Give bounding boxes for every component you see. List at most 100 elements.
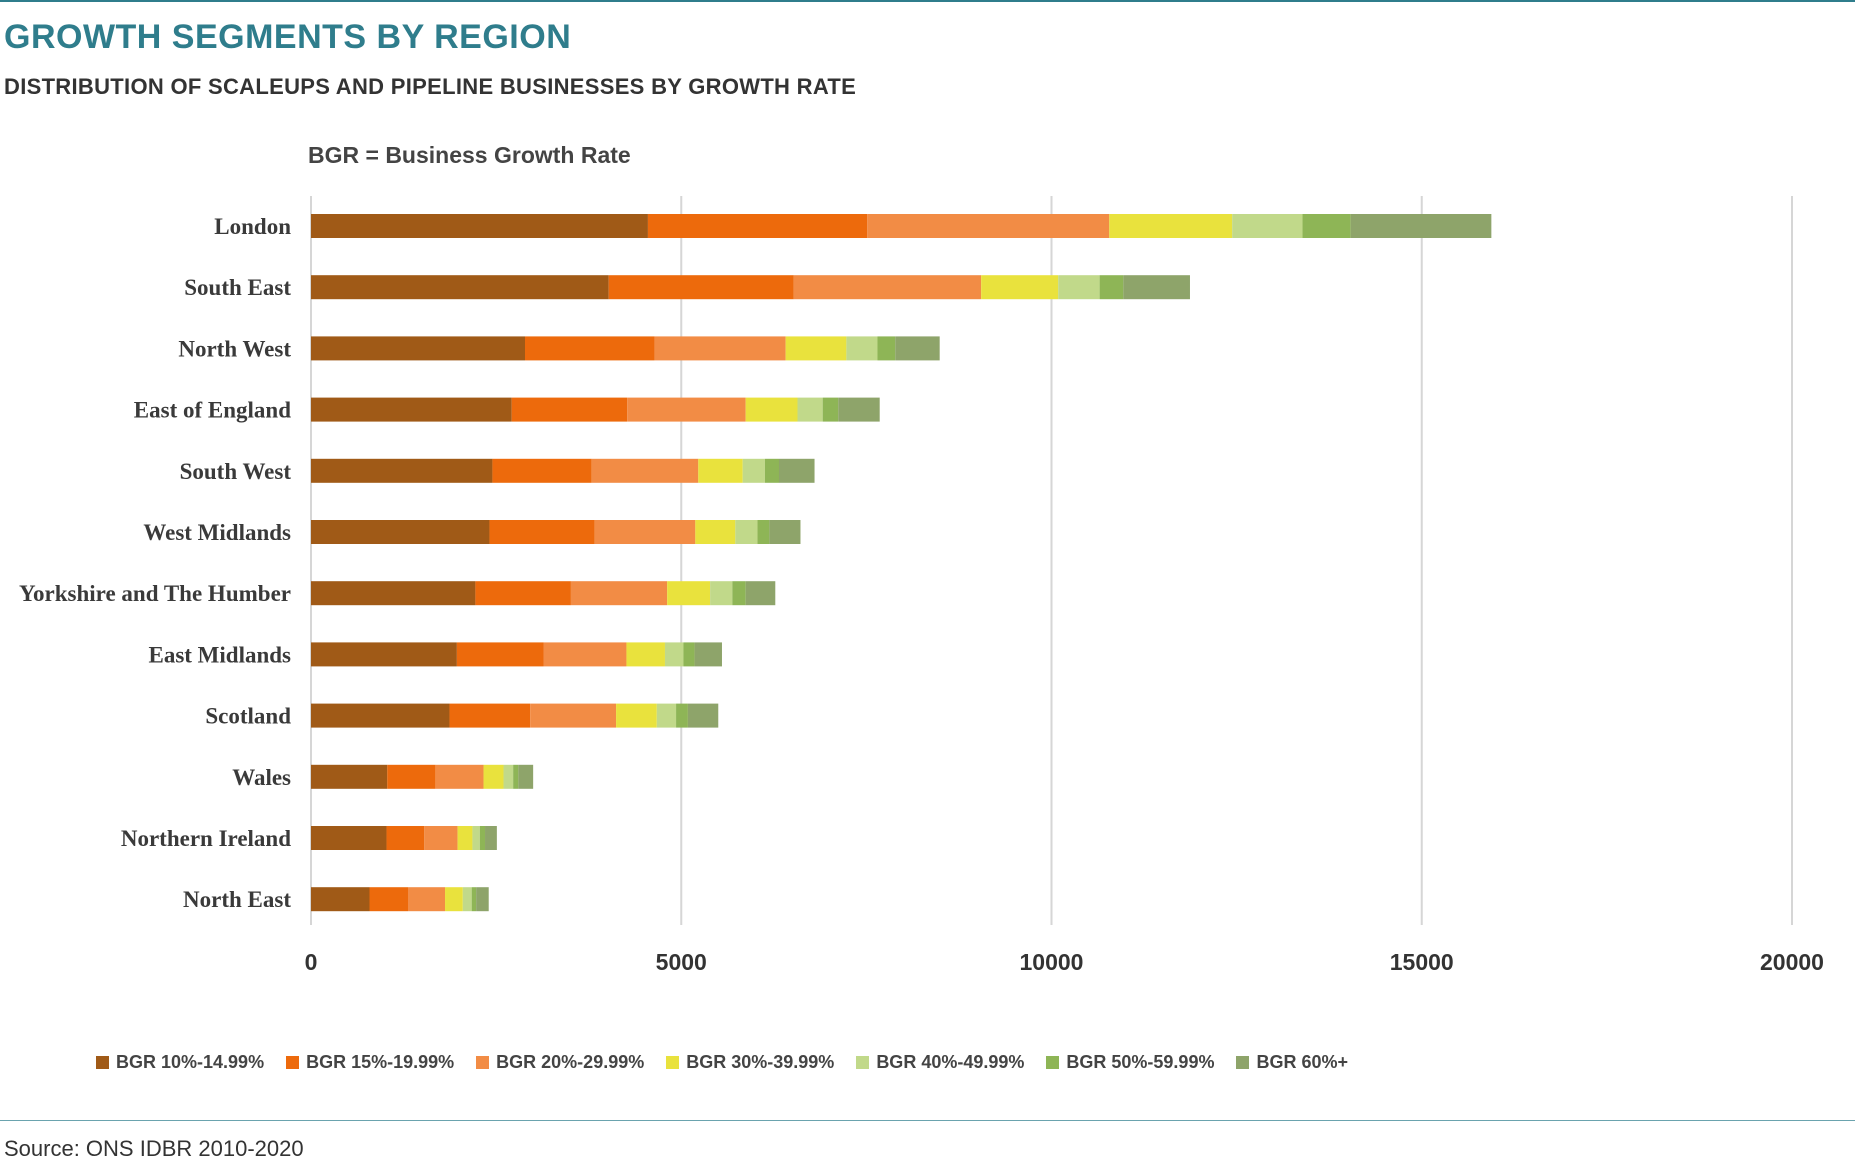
- bar-segment: [311, 764, 388, 789]
- chart-subtitle: DISTRIBUTION OF SCALEUPS AND PIPELINE BU…: [4, 74, 857, 99]
- bar-segment: [472, 826, 480, 850]
- bar-segment: [456, 642, 544, 667]
- legend-item: BGR 40%-49.99%: [856, 1052, 1024, 1073]
- bar-segment: [877, 336, 896, 361]
- x-tick-label: 10000: [1020, 949, 1084, 975]
- category-label: South West: [180, 459, 292, 484]
- legend-swatch: [1046, 1056, 1060, 1069]
- category-label: Wales: [232, 765, 291, 790]
- bar-segment: [457, 826, 473, 850]
- bar-segment: [667, 581, 711, 606]
- bar-segment: [698, 458, 743, 483]
- legend-item: BGR 10%-14.99%: [96, 1052, 264, 1073]
- legend-item: BGR 30%-39.99%: [666, 1052, 834, 1073]
- legend: BGR 10%-14.99% BGR 15%-19.99% BGR 20%-29.9…: [96, 1052, 1370, 1073]
- bar-segment: [846, 336, 878, 361]
- bar-segment: [764, 458, 779, 483]
- bar-segment: [386, 826, 425, 850]
- x-tick-label: 20000: [1760, 949, 1824, 975]
- legend-swatch: [1236, 1056, 1250, 1069]
- bar-segment: [311, 581, 476, 606]
- bar-segment: [757, 520, 770, 544]
- bar-segment: [489, 520, 595, 544]
- bar-segment: [483, 764, 504, 789]
- category-label: East Midlands: [148, 642, 291, 667]
- category-label: North West: [178, 336, 291, 361]
- category-label: Yorkshire and The Humber: [19, 581, 291, 606]
- bar-segment: [311, 826, 387, 850]
- legend-swatch: [96, 1056, 109, 1069]
- chart-note: BGR = Business Growth Rate: [308, 142, 631, 168]
- bar-segment: [867, 214, 1110, 238]
- bar-segment: [895, 336, 940, 361]
- bar-segment: [683, 642, 695, 667]
- bar-segment: [387, 764, 436, 789]
- bar-segment: [311, 642, 457, 667]
- bar-segment: [1350, 214, 1492, 238]
- chart-title: GROWTH SEGMENTS BY REGION: [4, 18, 572, 56]
- bar-segment: [543, 642, 627, 667]
- bar-segment: [479, 826, 486, 850]
- bar-segment: [311, 275, 609, 300]
- bar-segment: [785, 336, 847, 361]
- bar-segment: [475, 581, 571, 606]
- bar-segment: [311, 520, 490, 544]
- bar-segment: [1058, 275, 1100, 300]
- legend-label: BGR 20%-29.99%: [496, 1052, 645, 1072]
- bar-segment: [435, 764, 484, 789]
- bar-segment: [793, 275, 982, 300]
- bar-segment: [530, 703, 617, 728]
- legend-label: BGR 10%-14.99%: [116, 1052, 265, 1072]
- bar-segment: [485, 826, 497, 850]
- x-tick-label: 0: [305, 949, 318, 975]
- bar-segment: [647, 214, 868, 238]
- bar-segment: [626, 642, 665, 667]
- category-label: London: [214, 214, 291, 239]
- bar-segment: [445, 887, 463, 912]
- bar-segment: [695, 520, 736, 544]
- category-label: Northern Ireland: [121, 826, 291, 851]
- bar-segment: [745, 397, 798, 422]
- bar-segment: [1109, 214, 1233, 238]
- bar-segment: [471, 887, 477, 912]
- source-note: Source: ONS IDBR 2010-2020: [4, 1136, 304, 1161]
- bar-chart: 0 5000 10000 15000 20000 London South East Nort…: [19, 196, 1824, 975]
- bar-segment: [513, 764, 519, 789]
- bar-segment: [608, 275, 794, 300]
- category-label: South East: [184, 275, 291, 300]
- bar-segment: [369, 887, 409, 912]
- bar-segment: [769, 520, 801, 544]
- category-label: North East: [183, 887, 291, 912]
- bar-segment: [511, 397, 628, 422]
- legend-swatch: [476, 1056, 490, 1069]
- bar-segment: [732, 581, 746, 606]
- bar-segment: [476, 887, 489, 912]
- bar-segment: [981, 275, 1059, 300]
- bar-segment: [687, 703, 719, 728]
- legend-label: BGR 30%-39.99%: [686, 1052, 835, 1072]
- bar-segment: [503, 764, 514, 789]
- bar-segment: [656, 703, 677, 728]
- bar-segment: [838, 397, 880, 422]
- bar-segment: [1099, 275, 1124, 300]
- bar-segment: [822, 397, 839, 422]
- bar-segment: [449, 703, 531, 728]
- bar-segment: [492, 458, 592, 483]
- legend-label: BGR 50%-59.99%: [1066, 1052, 1215, 1072]
- bar-segment: [462, 887, 472, 912]
- legend-item: BGR 50%-59.99%: [1046, 1052, 1214, 1073]
- legend-swatch: [856, 1056, 870, 1069]
- bar-segment: [311, 887, 370, 912]
- bar-segment: [742, 458, 765, 483]
- bar-segment: [616, 703, 657, 728]
- bar-segment: [735, 520, 758, 544]
- legend-swatch: [286, 1056, 300, 1069]
- bar-segment: [694, 642, 722, 667]
- bar-segment: [594, 520, 696, 544]
- bar-segment: [710, 581, 733, 606]
- legend-label: BGR 40%-49.99%: [876, 1052, 1025, 1072]
- bar-segment: [311, 458, 493, 483]
- bar-segment: [676, 703, 688, 728]
- bottom-rule: [0, 1120, 1855, 1121]
- bar-segment: [518, 764, 534, 789]
